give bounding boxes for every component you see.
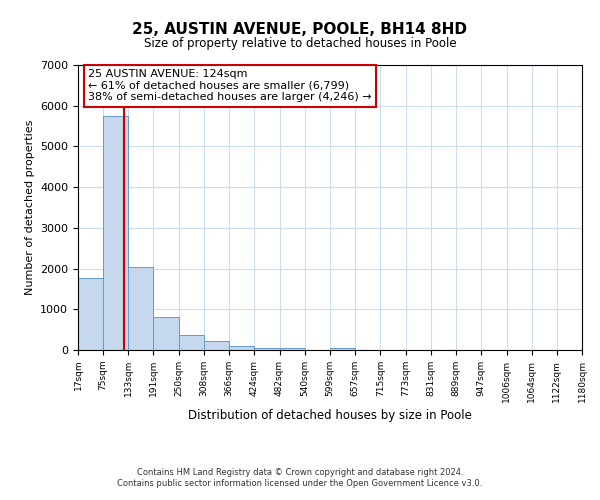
Text: 25, AUSTIN AVENUE, POOLE, BH14 8HD: 25, AUSTIN AVENUE, POOLE, BH14 8HD	[133, 22, 467, 38]
Text: Size of property relative to detached houses in Poole: Size of property relative to detached ho…	[143, 38, 457, 51]
X-axis label: Distribution of detached houses by size in Poole: Distribution of detached houses by size …	[188, 409, 472, 422]
Text: 25 AUSTIN AVENUE: 124sqm
← 61% of detached houses are smaller (6,799)
38% of sem: 25 AUSTIN AVENUE: 124sqm ← 61% of detach…	[88, 70, 372, 102]
Bar	[280, 348, 305, 350]
Bar	[103, 116, 128, 350]
Bar	[179, 336, 204, 350]
Text: Contains HM Land Registry data © Crown copyright and database right 2024.
Contai: Contains HM Land Registry data © Crown c…	[118, 468, 482, 487]
Y-axis label: Number of detached properties: Number of detached properties	[25, 120, 35, 295]
Bar	[78, 278, 103, 350]
Bar	[204, 342, 229, 350]
Bar	[154, 316, 179, 350]
Bar	[330, 348, 355, 350]
Bar	[128, 266, 154, 350]
Bar	[229, 346, 254, 350]
Bar	[254, 348, 280, 350]
